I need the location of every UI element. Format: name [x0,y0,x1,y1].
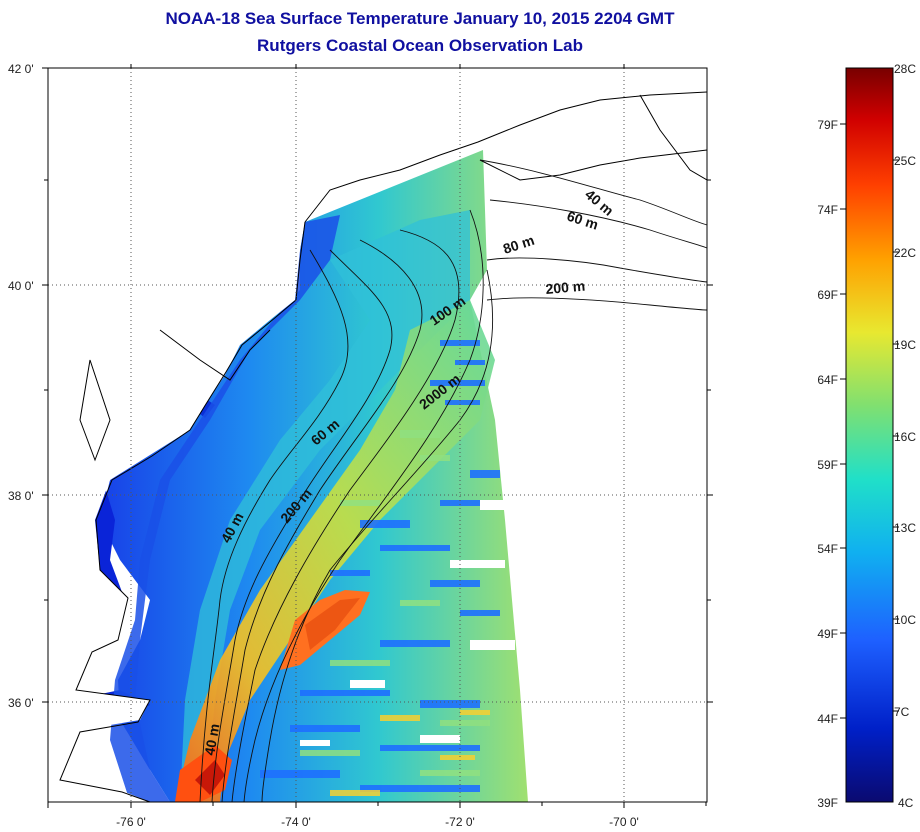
celsius-label: 4C [898,796,914,810]
fahrenheit-label: 64F [817,373,838,387]
coastline [59,91,707,802]
fahrenheit-label: 54F [817,542,838,556]
axis-ticks [42,64,713,808]
map-subtitle: Rutgers Coastal Ocean Observation Lab [257,36,583,55]
celsius-label: 19C [894,338,916,352]
celsius-label: 16C [894,430,916,444]
lat-label: 36 0' [8,696,34,710]
sst-data-swath [72,150,528,802]
lat-label: 42 0' [8,62,34,76]
map-title: NOAA-18 Sea Surface Temperature January … [165,9,675,28]
celsius-label: 13C [894,521,916,535]
lon-label: -74 0' [281,815,311,829]
land-mass [48,68,480,802]
colorbar [845,67,894,803]
colorbar-ticks [840,123,899,719]
fahrenheit-label: 74F [817,203,838,217]
lat-label: 38 0' [8,489,34,503]
lon-label: -72 0' [445,815,475,829]
celsius-label: 28C [894,62,916,76]
fahrenheit-label: 59F [817,458,838,472]
colorbar-celsius-labels: 28C 25C 22C 19C 16C 13C 10C 7C 4C [894,62,916,810]
contour-label: 40 m [201,722,222,756]
celsius-label: 7C [894,705,910,719]
fahrenheit-label: 79F [817,118,838,132]
celsius-label: 25C [894,154,916,168]
lon-label: -76 0' [116,815,146,829]
fahrenheit-label: 49F [817,627,838,641]
celsius-label: 10C [894,613,916,627]
celsius-label: 22C [894,246,916,260]
lat-label: 40 0' [8,279,34,293]
fahrenheit-label: 39F [817,796,838,810]
bathymetry-contours [199,159,708,803]
contour-label: 200 m [545,278,586,297]
fahrenheit-label: 44F [817,712,838,726]
lon-label: -70 0' [609,815,639,829]
colorbar-fahrenheit-labels: 79F 74F 69F 64F 59F 54F 49F 44F 39F [817,118,838,810]
fahrenheit-label: 69F [817,288,838,302]
